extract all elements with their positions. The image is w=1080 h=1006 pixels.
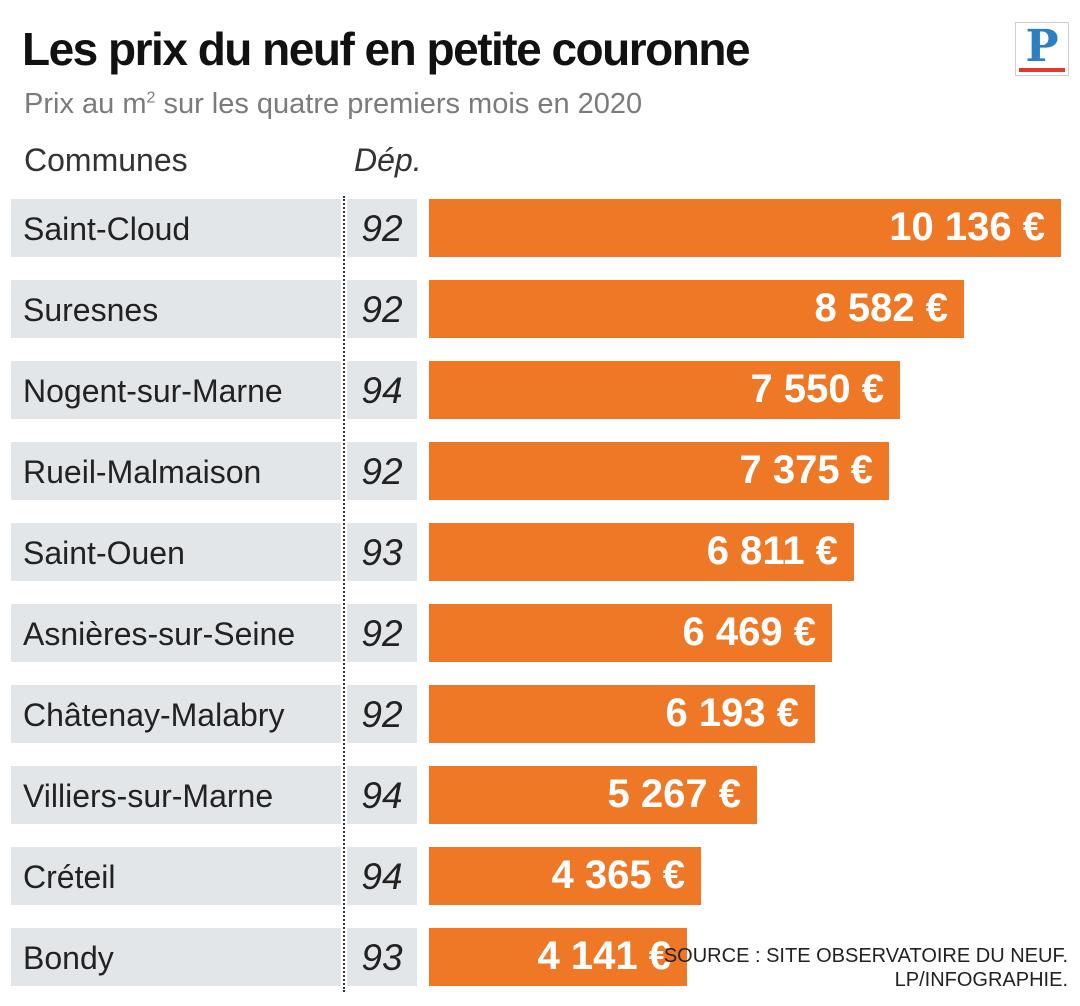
department-cell: 92 — [347, 199, 417, 257]
price-label: 6 811 € — [706, 529, 838, 573]
commune-cell: Bondy — [11, 928, 341, 986]
department-number: 94 — [361, 856, 403, 897]
price-bar: 6 193 € — [429, 685, 815, 743]
commune-name: Villiers-sur-Marne — [23, 778, 274, 814]
department-cell: 93 — [347, 928, 417, 986]
table-row: Villiers-sur-Marne 94 5 267 € — [0, 766, 1080, 824]
price-bar: 7 550 € — [429, 361, 900, 419]
commune-name: Saint-Cloud — [23, 211, 191, 247]
department-number: 93 — [361, 937, 403, 978]
price-label: 7 550 € — [750, 367, 884, 411]
department-number: 94 — [361, 370, 403, 411]
price-label: 6 469 € — [682, 610, 816, 654]
commune-cell: Châtenay-Malabry — [11, 685, 341, 743]
source-note: SOURCE : SITE OBSERVATOIRE DU NEUF. LP/I… — [664, 944, 1068, 992]
table-row: Saint-Ouen 93 6 811 € — [0, 523, 1080, 581]
commune-cell: Créteil — [11, 847, 341, 905]
department-cell: 94 — [347, 766, 417, 824]
table-row: Saint-Cloud 92 10 136 € — [0, 199, 1080, 257]
commune-name: Châtenay-Malabry — [23, 697, 285, 733]
department-cell: 94 — [347, 847, 417, 905]
department-number: 92 — [361, 208, 403, 249]
commune-cell: Asnières-sur-Seine — [11, 604, 341, 662]
price-label: 4 365 € — [551, 853, 685, 897]
department-number: 92 — [361, 289, 403, 330]
subtitle-before: Prix au m — [24, 88, 147, 120]
subtitle-after: sur les quatre premiers mois en 2020 — [155, 88, 643, 120]
commune-cell: Nogent-sur-Marne — [11, 361, 341, 419]
source-line-2: LP/INFOGRAPHIE. — [894, 969, 1068, 991]
column-header-communes: Communes — [24, 142, 188, 178]
price-bar: 6 469 € — [429, 604, 832, 662]
department-number: 92 — [361, 694, 403, 735]
table-row: Suresnes 92 8 582 € — [0, 280, 1080, 338]
commune-name: Asnières-sur-Seine — [23, 616, 296, 652]
price-bar: 7 375 € — [429, 442, 889, 500]
price-label: 4 141 € — [537, 934, 671, 978]
logo-stripe — [1019, 68, 1065, 72]
price-label: 6 193 € — [665, 691, 799, 735]
commune-name: Saint-Ouen — [23, 535, 185, 571]
commune-cell: Villiers-sur-Marne — [11, 766, 341, 824]
column-header-dep: Dép. — [354, 142, 422, 178]
price-bar: 5 267 € — [429, 766, 757, 824]
price-bar: 4 141 € — [429, 928, 687, 986]
logo-letter: P — [1025, 21, 1059, 72]
dotted-divider — [343, 196, 345, 992]
department-cell: 92 — [347, 685, 417, 743]
department-cell: 92 — [347, 442, 417, 500]
commune-name: Créteil — [23, 859, 116, 895]
commune-cell: Rueil-Malmaison — [11, 442, 341, 500]
source-line-1: SOURCE : SITE OBSERVATOIRE DU NEUF. — [663, 945, 1068, 967]
commune-name: Suresnes — [23, 292, 159, 328]
department-cell: 92 — [347, 604, 417, 662]
department-number: 93 — [361, 532, 403, 573]
price-label: 8 582 € — [814, 286, 948, 330]
price-bar: 4 365 € — [429, 847, 701, 905]
department-number: 94 — [361, 775, 403, 816]
price-bar: 8 582 € — [429, 280, 964, 338]
table-row: Créteil 94 4 365 € — [0, 847, 1080, 905]
price-bar: 10 136 € — [429, 199, 1061, 257]
price-label: 7 375 € — [739, 448, 873, 492]
le-parisien-logo: P — [1015, 21, 1069, 76]
commune-cell: Suresnes — [11, 280, 341, 338]
commune-cell: Saint-Ouen — [11, 523, 341, 581]
department-cell: 93 — [347, 523, 417, 581]
commune-cell: Saint-Cloud — [11, 199, 341, 257]
chart-subtitle: Prix au m2 sur les quatre premiers mois … — [24, 88, 642, 121]
subtitle-superscript: 2 — [146, 89, 156, 107]
department-number: 92 — [361, 613, 403, 654]
table-row: Châtenay-Malabry 92 6 193 € — [0, 685, 1080, 743]
commune-name: Rueil-Malmaison — [23, 454, 262, 490]
price-label: 10 136 € — [889, 205, 1045, 249]
table-row: Rueil-Malmaison 92 7 375 € — [0, 442, 1080, 500]
department-number: 92 — [361, 451, 403, 492]
table-row: Nogent-sur-Marne 94 7 550 € — [0, 361, 1080, 419]
department-cell: 92 — [347, 280, 417, 338]
price-bar: 6 811 € — [429, 523, 854, 581]
table-row: Asnières-sur-Seine 92 6 469 € — [0, 604, 1080, 662]
price-label: 5 267 € — [607, 772, 741, 816]
chart-title: Les prix du neuf en petite couronne — [22, 23, 751, 75]
table-row: Bondy 93 4 141 € — [0, 928, 1080, 986]
commune-name: Nogent-sur-Marne — [23, 373, 283, 409]
commune-name: Bondy — [23, 940, 114, 976]
department-cell: 94 — [347, 361, 417, 419]
